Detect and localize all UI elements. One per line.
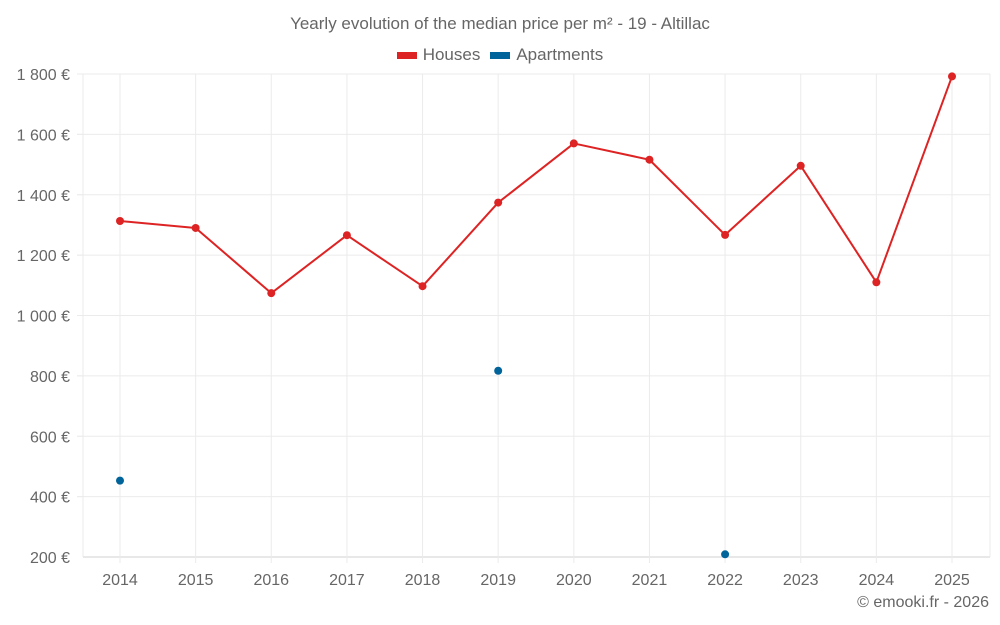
y-tick-label: 200 € bbox=[30, 550, 70, 567]
data-point[interactable] bbox=[569, 139, 578, 148]
copyright-credit: © emooki.fr - 2026 bbox=[857, 594, 989, 611]
x-tick-label: 2020 bbox=[556, 572, 592, 589]
apartments-swatch-icon bbox=[490, 51, 511, 59]
x-tick-label: 2024 bbox=[859, 572, 895, 589]
data-point[interactable] bbox=[645, 155, 654, 164]
x-tick-label: 2025 bbox=[934, 572, 970, 589]
legend-item-apartments[interactable]: Apartments bbox=[490, 45, 603, 65]
x-tick-label: 2019 bbox=[480, 572, 516, 589]
data-point[interactable] bbox=[342, 231, 351, 240]
y-tick-label: 600 € bbox=[30, 429, 70, 446]
data-point[interactable] bbox=[948, 72, 956, 81]
data-point[interactable] bbox=[191, 223, 200, 232]
data-point[interactable] bbox=[116, 476, 124, 485]
x-tick-label: 2017 bbox=[329, 572, 365, 589]
data-point[interactable] bbox=[721, 230, 730, 239]
x-tick-label: 2021 bbox=[632, 572, 668, 589]
chart-title: Yearly evolution of the median price per… bbox=[290, 14, 710, 33]
x-axis: 2014 2015 2016 2017 2018 2019 2020 2021 2022 2023… bbox=[102, 572, 970, 589]
legend-item-houses[interactable]: Houses bbox=[396, 45, 481, 65]
series-layer bbox=[116, 72, 956, 559]
x-tick-label: 2023 bbox=[783, 572, 819, 589]
houses-swatch-icon bbox=[396, 51, 417, 59]
data-point[interactable] bbox=[872, 278, 881, 287]
x-tick-label: 2016 bbox=[253, 572, 289, 589]
data-point[interactable] bbox=[494, 366, 503, 375]
y-tick-label: 1 600 € bbox=[17, 127, 70, 144]
data-point[interactable] bbox=[796, 161, 805, 170]
y-axis: 200 € 400 € 600 € 800 € 1 000 € 1 200 € 1 400 … bbox=[17, 67, 70, 567]
legend: Houses Apartments bbox=[0, 45, 1000, 65]
series-apartments bbox=[116, 366, 730, 559]
gridlines bbox=[77, 73, 991, 563]
data-point[interactable] bbox=[418, 282, 427, 291]
legend-label-houses: Houses bbox=[422, 45, 481, 64]
legend-label-apartments: Apartments bbox=[516, 45, 604, 64]
y-tick-label: 1 400 € bbox=[17, 188, 70, 205]
y-tick-label: 1 000 € bbox=[17, 309, 70, 326]
x-tick-label: 2015 bbox=[178, 572, 214, 589]
x-tick-label: 2018 bbox=[405, 572, 441, 589]
series-houses bbox=[116, 72, 956, 298]
y-tick-label: 1 800 € bbox=[17, 67, 70, 84]
data-point[interactable] bbox=[721, 550, 730, 559]
x-tick-label: 2014 bbox=[102, 572, 138, 589]
data-point[interactable] bbox=[494, 198, 503, 207]
y-tick-label: 400 € bbox=[30, 490, 70, 507]
data-point[interactable] bbox=[267, 289, 276, 298]
y-tick-label: 1 200 € bbox=[17, 248, 70, 265]
data-point[interactable] bbox=[116, 217, 124, 226]
x-tick-label: 2022 bbox=[707, 572, 743, 589]
y-tick-label: 800 € bbox=[30, 369, 70, 386]
